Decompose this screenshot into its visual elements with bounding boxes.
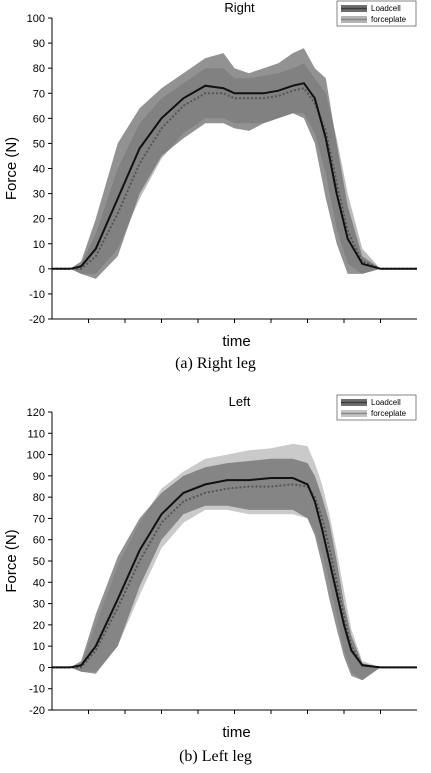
y-tick-label: 60 bbox=[33, 535, 45, 547]
y-tick-label: 40 bbox=[33, 577, 45, 589]
force-chart-left: -20 -10 0 10 20 30 40 50 60 70 80 90 100 110 120 Left ti… bbox=[3, 394, 417, 741]
y-tick-label: -10 bbox=[29, 289, 45, 301]
y-tick-label: 20 bbox=[33, 620, 45, 632]
y-tick-label: 50 bbox=[33, 138, 45, 150]
chart-title: Right bbox=[224, 0, 255, 15]
band-forceplate bbox=[52, 443, 417, 681]
y-tick-label: 70 bbox=[33, 88, 45, 100]
y-tick-label: 20 bbox=[33, 214, 45, 226]
legend-label-loadcell: Loadcell bbox=[371, 4, 401, 13]
caption-right: (a) Right leg bbox=[175, 355, 256, 372]
chart-title: Left bbox=[229, 394, 251, 409]
y-tick-label: 60 bbox=[33, 113, 45, 125]
y-tick-label: 100 bbox=[27, 13, 45, 25]
chart-panel-right: -20 -10 0 10 20 30 40 50 60 70 80 90 100 Right time For… bbox=[0, 0, 431, 383]
caption-left: (b) Left leg bbox=[179, 748, 252, 765]
y-tick-label: -20 bbox=[29, 314, 45, 326]
y-tick-label: 30 bbox=[33, 599, 45, 611]
y-tick-label: -20 bbox=[29, 705, 45, 717]
y-tick-label: 80 bbox=[33, 492, 45, 504]
series-line-loadcell bbox=[52, 477, 417, 669]
legend-label-loadcell: Loadcell bbox=[371, 398, 401, 407]
legend-label-forceplate: forceplate bbox=[371, 409, 407, 418]
y-axis-title: Force (N) bbox=[3, 137, 20, 200]
y-tick-label: 100 bbox=[27, 450, 45, 462]
y-tick-label: 40 bbox=[33, 164, 45, 176]
y-tick-label: 80 bbox=[33, 63, 45, 75]
band-loadcell bbox=[52, 48, 417, 279]
x-axis-title: time bbox=[222, 724, 250, 741]
y-tick-label: 10 bbox=[33, 239, 45, 251]
y-tick-label: 70 bbox=[33, 513, 45, 525]
band-loadcell bbox=[52, 458, 417, 681]
y-tick-label: 110 bbox=[27, 428, 45, 440]
force-chart-right: -20 -10 0 10 20 30 40 50 60 70 80 90 100 Right time For… bbox=[3, 0, 417, 350]
series-line-forceplate bbox=[52, 87, 417, 270]
y-tick-label: 90 bbox=[33, 471, 45, 483]
y-tick-label: 120 bbox=[27, 407, 45, 419]
y-tick-label: 30 bbox=[33, 189, 45, 201]
series-line-loadcell bbox=[52, 82, 417, 270]
y-tick-label: 90 bbox=[33, 38, 45, 50]
y-axis-title: Force (N) bbox=[3, 529, 20, 592]
legend-label-forceplate: forceplate bbox=[371, 15, 407, 24]
y-tick-label: -10 bbox=[29, 684, 45, 696]
x-axis-title: time bbox=[222, 333, 250, 350]
y-tick-label: 0 bbox=[39, 662, 45, 674]
y-tick-label: 0 bbox=[39, 264, 45, 276]
y-tick-label: 50 bbox=[33, 556, 45, 568]
y-tick-label: 10 bbox=[33, 641, 45, 653]
chart-panel-left: -20 -10 0 10 20 30 40 50 60 70 80 90 100 110 120 Left ti… bbox=[0, 392, 431, 773]
